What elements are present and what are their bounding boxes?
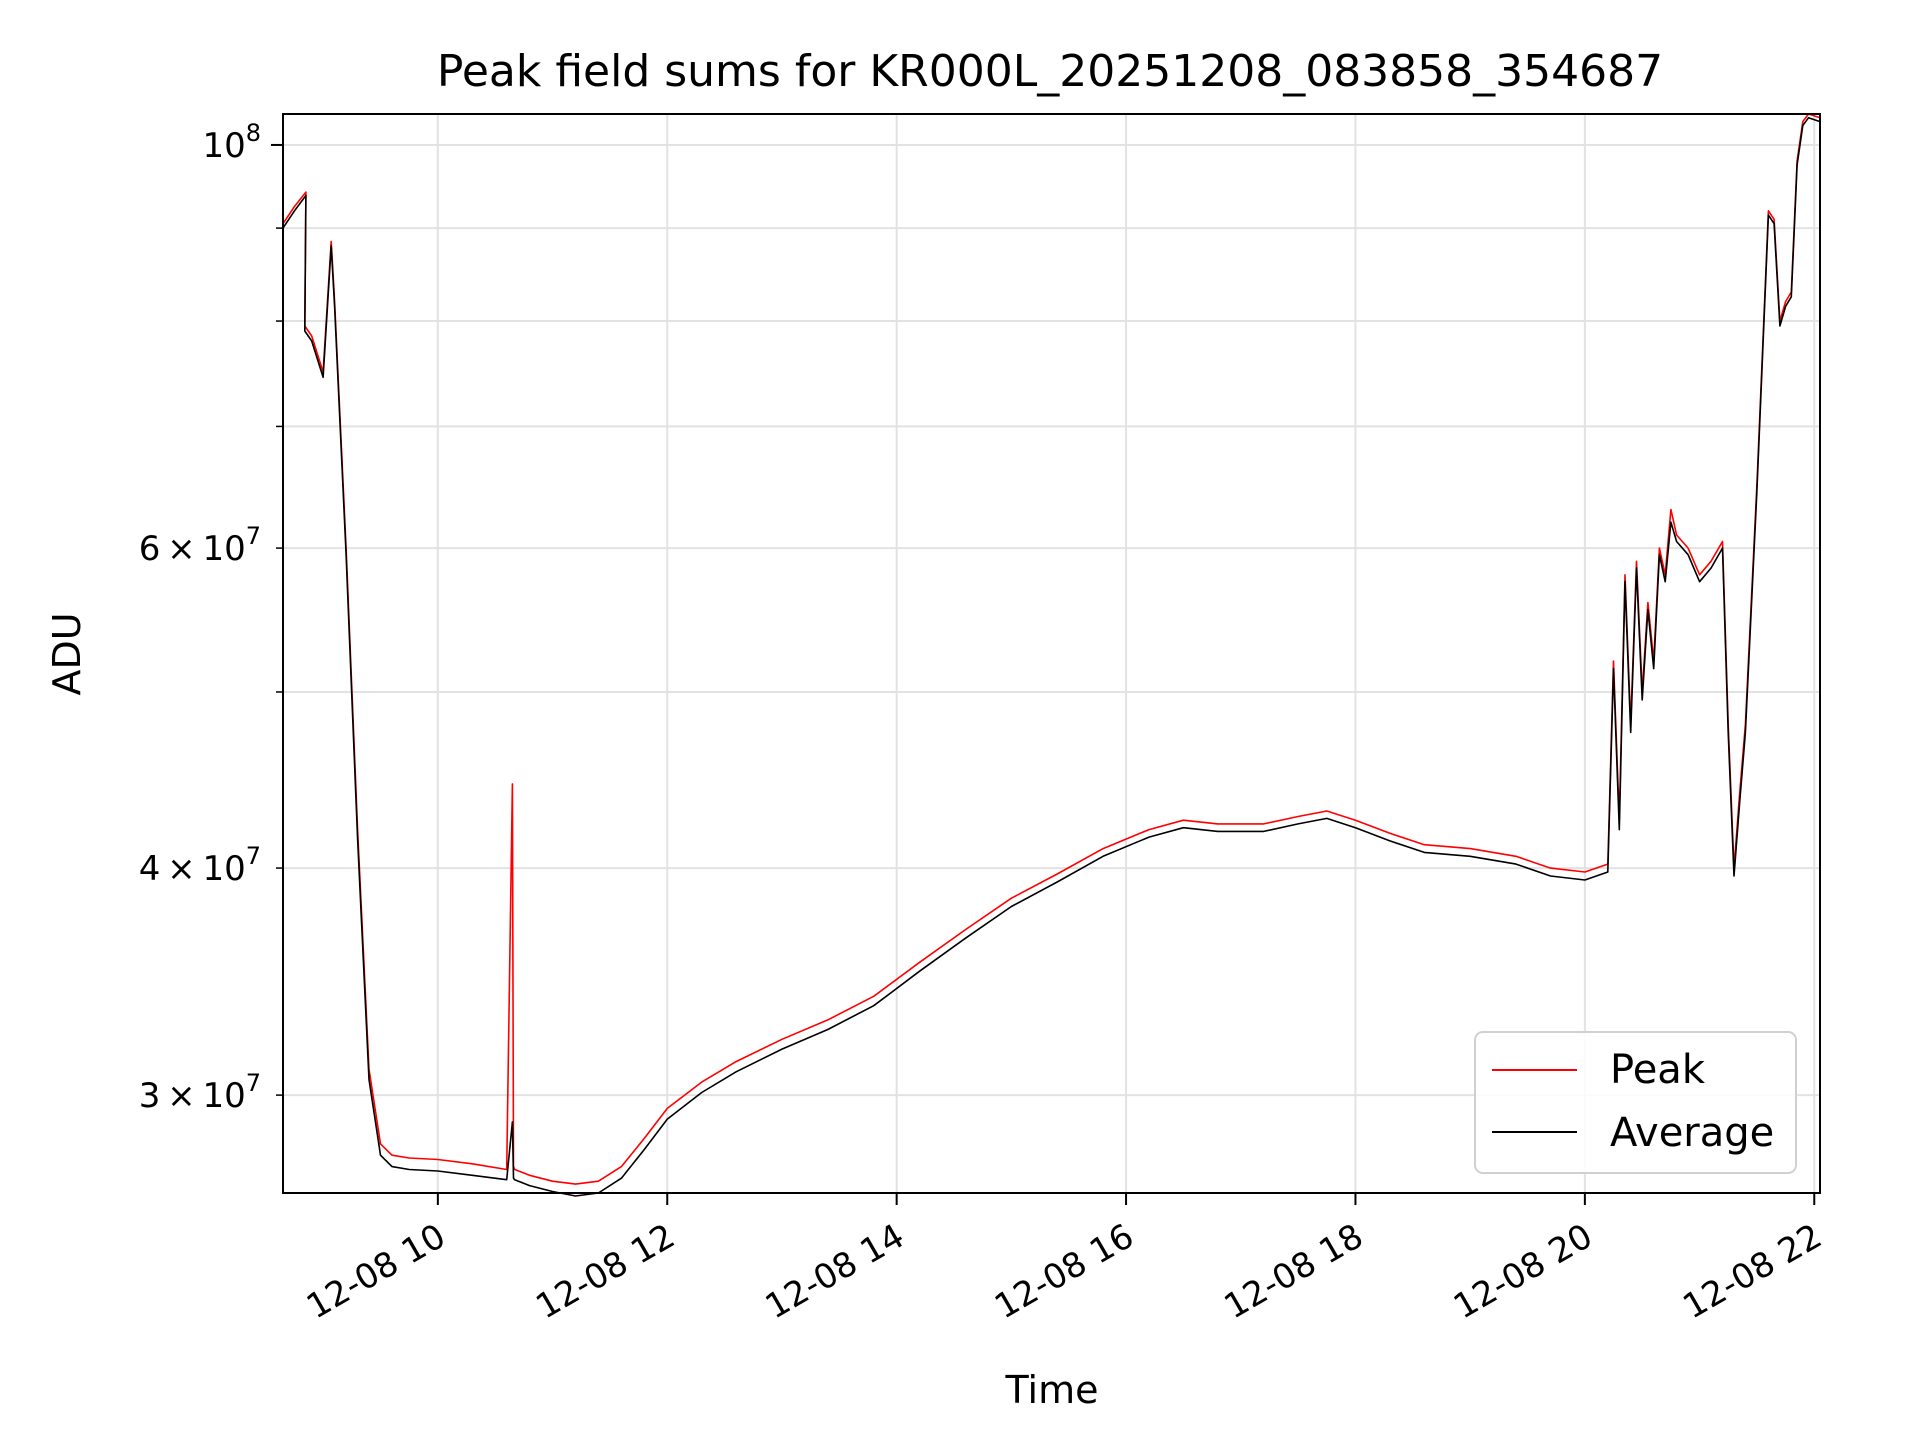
y-tick-label: 4 × 107 — [139, 842, 261, 889]
legend-label-peak: Peak — [1610, 1047, 1706, 1093]
grid — [283, 114, 1820, 1193]
chart-title: Peak field sums for KR000L_20251208_0838… — [437, 46, 1663, 97]
x-axis-label: Time — [1005, 1368, 1099, 1412]
y-tick-label: 108 — [202, 119, 261, 166]
legend-box — [1474, 1031, 1797, 1174]
series-layer — [282, 113, 1821, 1197]
y-axis-ticks: 108 3 × 107 4 × 107 6 × 107 — [139, 119, 283, 1116]
y-axis-label: ADU — [45, 612, 89, 695]
y-tick-label: 6 × 107 — [139, 522, 261, 569]
legend-label-average: Average — [1610, 1110, 1774, 1156]
plot-frame — [282, 113, 1821, 1194]
legend: Peak Average — [1474, 1031, 1797, 1174]
y-tick-label: 3 × 107 — [139, 1069, 261, 1116]
series-line-average — [282, 117, 1821, 1197]
